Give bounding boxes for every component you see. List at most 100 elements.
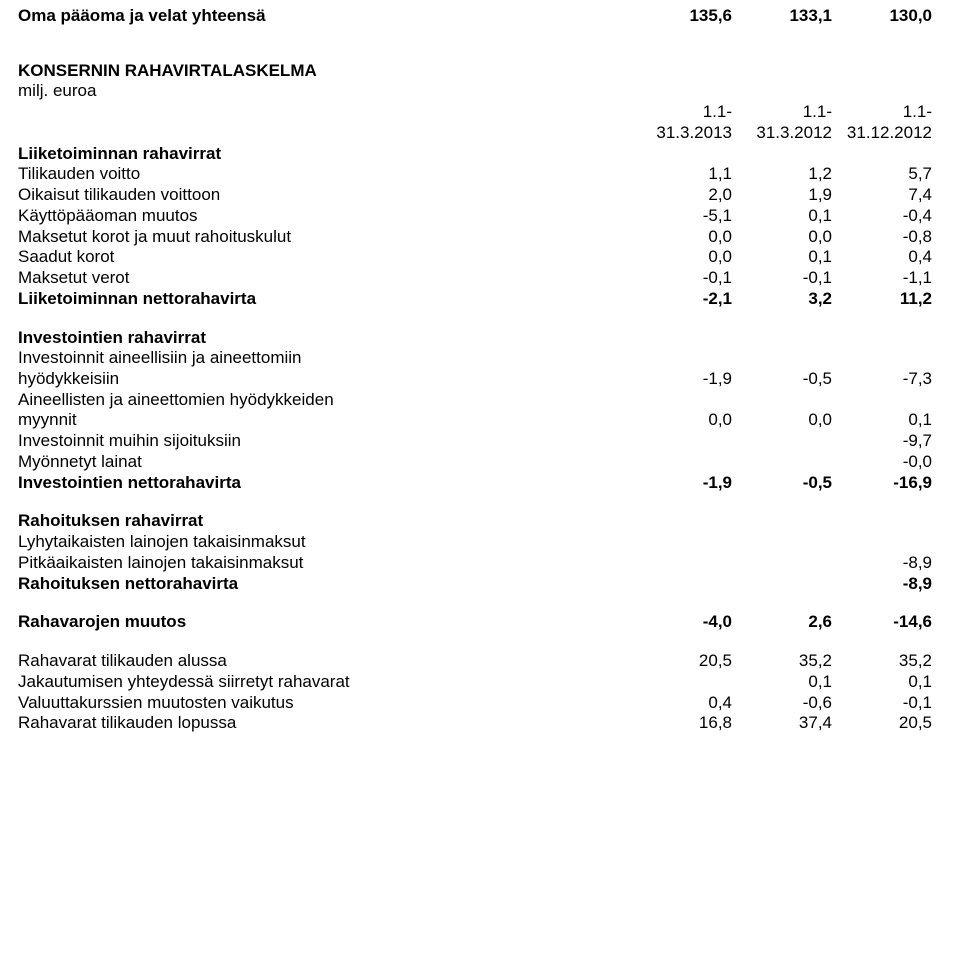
row-cash-change: Rahavarojen muutos -4,0 2,6 -14,6 (18, 612, 932, 633)
label: Tilikauden voitto (18, 164, 632, 185)
val-c1: 135,6 (632, 6, 732, 27)
page: Oma pääoma ja velat yhteensä 135,6 133,1… (0, 0, 960, 734)
c1: 0,0 (632, 410, 732, 431)
row-loans-granted: Myönnetyt lainat -0,0 (18, 452, 932, 473)
hdr1-c1: 1.1- (632, 102, 732, 123)
c1: -1,9 (632, 369, 732, 390)
label: Oikaisut tilikauden voittoon (18, 185, 632, 206)
row-cash-begin: Rahavarat tilikauden alussa 20,5 35,2 35… (18, 651, 932, 672)
c3: 7,4 (832, 185, 932, 206)
c3: 20,5 (832, 713, 932, 734)
label: Aineellisten ja aineettomien hyödykkeide… (18, 390, 632, 411)
val-c2: 133,1 (732, 6, 832, 27)
c2: 0,0 (732, 227, 832, 248)
label: myynnit (18, 410, 632, 431)
hdr1-c3: 1.1- (832, 102, 932, 123)
label: Pitkäaikaisten lainojen takaisinmaksut (18, 553, 632, 574)
c3: 11,2 (832, 289, 932, 310)
row-disposal-2: myynnit 0,0 0,0 0,1 (18, 410, 932, 431)
c1: 0,0 (632, 247, 732, 268)
c2: 0,0 (732, 410, 832, 431)
label: Maksetut korot ja muut rahoituskulut (18, 227, 632, 248)
row-working-capital: Käyttöpääoman muutos -5,1 0,1 -0,4 (18, 206, 932, 227)
c2: 37,4 (732, 713, 832, 734)
label: Maksetut verot (18, 268, 632, 289)
c3: -8,9 (832, 574, 932, 595)
c1: 16,8 (632, 713, 732, 734)
c1: -2,1 (632, 289, 732, 310)
c3: -0,4 (832, 206, 932, 227)
c1: -4,0 (632, 612, 732, 633)
c2: 1,2 (732, 164, 832, 185)
c2: -0,6 (732, 693, 832, 714)
c1: -0,1 (632, 268, 732, 289)
row-financing-net: Rahoituksen nettorahavirta -8,9 (18, 574, 932, 595)
val-c3: 130,0 (832, 6, 932, 27)
label: Myönnetyt lainat (18, 452, 632, 473)
c3: 0,1 (832, 672, 932, 693)
c2: -0,5 (732, 369, 832, 390)
c1: 20,5 (632, 651, 732, 672)
row-other-investments: Investoinnit muihin sijoituksiin -9,7 (18, 431, 932, 452)
label: Liiketoiminnan nettorahavirta (18, 289, 632, 310)
c2: 1,9 (732, 185, 832, 206)
c3: 0,1 (832, 410, 932, 431)
row-inv-tangible-2: hyödykkeisiin -1,9 -0,5 -7,3 (18, 369, 932, 390)
label: Lyhytaikaisten lainojen takaisinmaksut (18, 532, 632, 553)
row-investing-net: Investointien nettorahavirta -1,9 -0,5 -… (18, 473, 932, 494)
row-short-repay: Lyhytaikaisten lainojen takaisinmaksut (18, 532, 932, 553)
row-fx-effect: Valuuttakurssien muutosten vaikutus 0,4 … (18, 693, 932, 714)
operating-heading: Liiketoiminnan rahavirrat (18, 144, 932, 165)
row-profit: Tilikauden voitto 1,1 1,2 5,7 (18, 164, 932, 185)
c2: -0,5 (732, 473, 832, 494)
row-taxes-paid: Maksetut verot -0,1 -0,1 -1,1 (18, 268, 932, 289)
hdr2-c3: 31.12.2012 (832, 123, 932, 144)
c3: -8,9 (832, 553, 932, 574)
label: Investoinnit muihin sijoituksiin (18, 431, 632, 452)
investing-heading: Investointien rahavirrat (18, 328, 932, 349)
label: Rahoituksen nettorahavirta (18, 574, 632, 595)
c3: -0,8 (832, 227, 932, 248)
c3: -14,6 (832, 612, 932, 633)
c3: 0,4 (832, 247, 932, 268)
c1: 0,0 (632, 227, 732, 248)
hdr1-c2: 1.1- (732, 102, 832, 123)
c2: 0,1 (732, 247, 832, 268)
header-row-2: 31.3.2013 31.3.2012 31.12.2012 (18, 123, 932, 144)
label: Jakautumisen yhteydessä siirretyt rahava… (18, 672, 632, 693)
row-equity-liabilities-total: Oma pääoma ja velat yhteensä 135,6 133,1… (18, 6, 932, 27)
row-inv-tangible-1: Investoinnit aineellisiin ja aineettomii… (18, 348, 932, 369)
c3: 5,7 (832, 164, 932, 185)
label: Rahavarat tilikauden alussa (18, 651, 632, 672)
c1: 2,0 (632, 185, 732, 206)
hdr2-c2: 31.3.2012 (732, 123, 832, 144)
row-interest-paid: Maksetut korot ja muut rahoituskulut 0,0… (18, 227, 932, 248)
c1: -5,1 (632, 206, 732, 227)
c2: 2,6 (732, 612, 832, 633)
c3: -9,7 (832, 431, 932, 452)
c2: 35,2 (732, 651, 832, 672)
row-demerger-cash: Jakautumisen yhteydessä siirretyt rahava… (18, 672, 932, 693)
label: hyödykkeisiin (18, 369, 632, 390)
label: Käyttöpääoman muutos (18, 206, 632, 227)
c3: 35,2 (832, 651, 932, 672)
row-cash-end: Rahavarat tilikauden lopussa 16,8 37,4 2… (18, 713, 932, 734)
c2: 0,1 (732, 672, 832, 693)
c1: 1,1 (632, 164, 732, 185)
cashflow-unit: milj. euroa (18, 81, 932, 102)
c2: -0,1 (732, 268, 832, 289)
label: Oma pääoma ja velat yhteensä (18, 6, 632, 27)
label: Investoinnit aineellisiin ja aineettomii… (18, 348, 632, 369)
label: Valuuttakurssien muutosten vaikutus (18, 693, 632, 714)
row-long-repay: Pitkäaikaisten lainojen takaisinmaksut -… (18, 553, 932, 574)
row-disposal-1: Aineellisten ja aineettomien hyödykkeide… (18, 390, 932, 411)
hdr2-c1: 31.3.2013 (632, 123, 732, 144)
c1: -1,9 (632, 473, 732, 494)
c3: -16,9 (832, 473, 932, 494)
row-operating-net: Liiketoiminnan nettorahavirta -2,1 3,2 1… (18, 289, 932, 310)
label: Rahavarojen muutos (18, 612, 632, 633)
label: Rahavarat tilikauden lopussa (18, 713, 632, 734)
c3: -7,3 (832, 369, 932, 390)
header-row-1: 1.1- 1.1- 1.1- (18, 102, 932, 123)
c3: -0,0 (832, 452, 932, 473)
